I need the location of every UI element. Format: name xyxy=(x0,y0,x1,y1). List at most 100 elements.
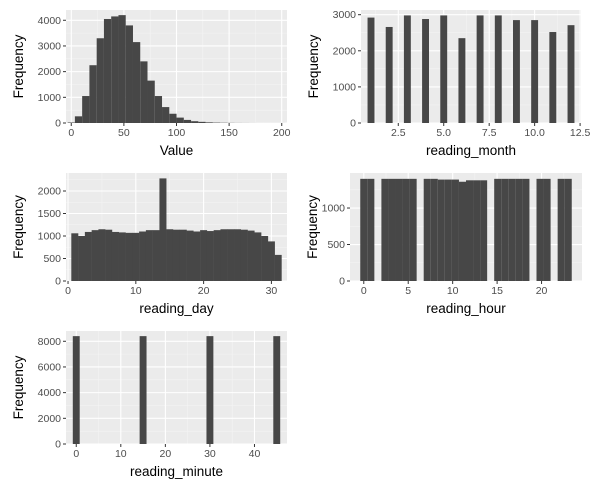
y-axis-title: Frequency xyxy=(306,34,321,98)
x-tick-label: 10 xyxy=(130,285,142,297)
x-tick-label: 0 xyxy=(361,285,367,297)
panel-background xyxy=(66,331,287,444)
histogram-bar xyxy=(549,32,557,123)
histogram-bar xyxy=(78,236,86,281)
histogram-bar xyxy=(440,15,448,123)
histogram-bar xyxy=(206,336,214,444)
histogram-bar xyxy=(118,232,126,281)
y-tick-label: 1000 xyxy=(333,81,357,93)
y-axis-title: Frequency xyxy=(11,34,26,98)
y-tick-label: 1000 xyxy=(322,203,346,215)
histogram-bar xyxy=(522,178,530,281)
x-tick-label: 7.5 xyxy=(482,127,497,139)
histogram-bar xyxy=(501,178,509,281)
y-tick-label: 1500 xyxy=(38,208,62,220)
histogram-bar xyxy=(111,231,119,281)
histogram-bar xyxy=(71,233,79,281)
x-tick-label: 10 xyxy=(115,448,127,460)
x-axis-title: reading_month xyxy=(426,143,516,158)
histogram-bar xyxy=(140,61,148,123)
histogram-bar xyxy=(193,231,201,281)
histogram-bar xyxy=(458,38,466,123)
histogram-bar xyxy=(198,121,206,123)
histogram-bar xyxy=(118,15,126,123)
histogram-bar xyxy=(254,232,262,281)
histogram-bar xyxy=(476,15,484,123)
panel-background xyxy=(361,10,581,123)
y-tick-label: 0 xyxy=(55,439,61,451)
histogram-bar xyxy=(183,119,192,123)
histogram-bar xyxy=(444,179,452,281)
panel-reading-month-histogram: 2.5 5.0 7.5 10.0 12.5 0 1000 2000 3000 reading_mo… xyxy=(306,9,590,158)
histogram-bar xyxy=(74,116,83,123)
y-tick-label: 4000 xyxy=(38,387,62,399)
y-tick-label: 3000 xyxy=(38,40,62,52)
histogram-bar xyxy=(402,178,410,281)
histogram-bar xyxy=(267,241,275,281)
y-tick-label: 500 xyxy=(327,239,345,251)
histogram-bar xyxy=(206,231,214,281)
y-tick-label: 4000 xyxy=(38,15,62,27)
histogram-bar xyxy=(125,25,133,124)
x-axis-title: Value xyxy=(160,143,194,158)
histogram-bar xyxy=(125,232,133,281)
histogram-bar xyxy=(179,229,187,281)
histogram-bar xyxy=(494,15,502,123)
x-tick-label: 20 xyxy=(160,448,172,460)
histogram-bar xyxy=(154,96,163,123)
histogram-bar xyxy=(564,178,572,281)
histogram-bar xyxy=(132,232,140,281)
y-axis-title: Frequency xyxy=(11,355,26,419)
histogram-bar xyxy=(557,178,565,281)
histogram-bar xyxy=(422,19,429,123)
histogram-bar xyxy=(191,121,199,123)
histogram-bar xyxy=(72,336,80,444)
panel-reading-minute-histogram: 0 10 20 30 40 0 2000 4000 6000 8000 reading_minute… xyxy=(11,331,287,479)
histogram-bar xyxy=(166,229,174,281)
y-tick-label: 500 xyxy=(43,253,61,265)
y-tick-label: 0 xyxy=(55,276,61,288)
y-tick-label: 0 xyxy=(55,118,61,130)
histogram-bar xyxy=(409,178,417,281)
y-tick-label: 2000 xyxy=(38,413,62,425)
x-tick-label: 50 xyxy=(118,127,130,139)
histogram-bar xyxy=(458,181,466,281)
histogram-bar xyxy=(473,180,481,281)
x-tick-label: 200 xyxy=(273,127,291,139)
histogram-bar xyxy=(213,230,221,281)
histogram-bar xyxy=(105,229,113,281)
x-tick-label: 20 xyxy=(198,285,210,297)
histogram-bar xyxy=(176,117,184,123)
histogram-bar xyxy=(480,180,488,281)
histogram-bar xyxy=(360,178,368,281)
y-tick-label: 1000 xyxy=(38,92,62,104)
histogram-bar xyxy=(367,17,375,124)
histogram-bar xyxy=(543,178,551,281)
y-tick-label: 2000 xyxy=(38,186,62,198)
histogram-bar xyxy=(220,229,228,281)
histogram-bar xyxy=(466,180,474,281)
y-tick-label: 3000 xyxy=(333,9,357,21)
x-tick-label: 5 xyxy=(405,285,411,297)
histogram-bar xyxy=(531,20,539,123)
x-tick-label: 10 xyxy=(447,285,459,297)
x-axis-title: reading_hour xyxy=(426,301,506,316)
histogram-bar xyxy=(152,230,160,281)
y-tick-label: 0 xyxy=(339,276,345,288)
histogram-bar xyxy=(91,230,99,281)
x-tick-label: 20 xyxy=(536,285,548,297)
x-tick-label: 30 xyxy=(266,285,278,297)
histogram-bar xyxy=(388,178,396,281)
histogram-bar xyxy=(82,96,90,123)
histogram-bar xyxy=(381,178,389,281)
histogram-bar xyxy=(159,178,167,281)
histogram-bar xyxy=(247,230,255,281)
y-axis-title: Frequency xyxy=(11,195,26,259)
histogram-bar xyxy=(84,231,92,281)
x-tick-label: 12.5 xyxy=(570,127,591,139)
x-tick-label: 150 xyxy=(220,127,238,139)
x-tick-label: 100 xyxy=(168,127,186,139)
histogram-bar xyxy=(567,25,575,123)
histogram-bar xyxy=(437,179,445,281)
